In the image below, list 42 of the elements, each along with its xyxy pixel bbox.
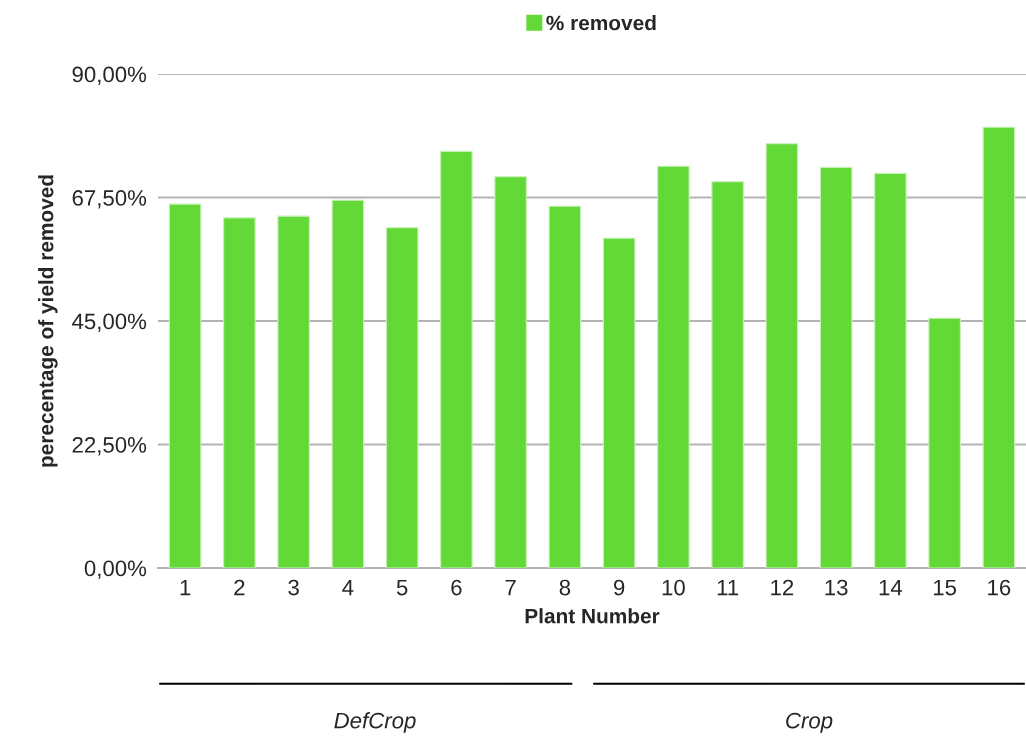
bar [494, 176, 527, 568]
bar [928, 317, 961, 568]
x-tick-label: 7 [505, 579, 516, 596]
x-tick-label: 8 [559, 579, 571, 596]
x-tick-label: 15 [933, 579, 957, 596]
y-tick-label: 22,50% [72, 437, 147, 456]
bar [602, 237, 636, 568]
bar [657, 165, 690, 568]
bar [168, 203, 202, 568]
x-tick-label: 4 [342, 579, 354, 596]
y-tick-label: 0,00% [84, 560, 147, 579]
y-axis-title: perecentage of yield removed [38, 175, 58, 467]
text: DefCrop [334, 712, 416, 733]
bar [874, 172, 907, 568]
x-tick-label: 3 [288, 579, 299, 596]
text: Crop [786, 712, 833, 733]
bar [548, 205, 582, 568]
bar [711, 181, 744, 568]
bar [223, 217, 256, 568]
bar [819, 166, 853, 568]
bar [277, 215, 310, 568]
x-tick-label: 2 [234, 579, 245, 596]
x-tick-label: 13 [825, 579, 848, 596]
bar [385, 227, 419, 568]
y-tick-label: 45,00% [72, 313, 147, 332]
x-tick-label: 6 [451, 579, 462, 596]
y-tick-label: 90,00% [72, 66, 147, 85]
bar [440, 150, 473, 568]
bar [982, 126, 1016, 568]
y-tick-label: 67,50% [72, 190, 147, 209]
bar [765, 143, 799, 568]
x-axis-title: Plant Number [525, 608, 660, 624]
x-tick-label: 10 [662, 579, 685, 596]
x-tick-label: 12 [771, 579, 794, 596]
legend-label: % removed [546, 15, 656, 31]
x-tick-label: 14 [879, 579, 903, 596]
x-tick-label: 11 [717, 579, 739, 596]
x-tick-label: 9 [613, 579, 625, 596]
x-tick-label: 1 [180, 579, 191, 596]
bar [331, 199, 365, 568]
x-tick-label: 16 [988, 579, 1011, 596]
x-tick-label: 5 [396, 579, 408, 596]
